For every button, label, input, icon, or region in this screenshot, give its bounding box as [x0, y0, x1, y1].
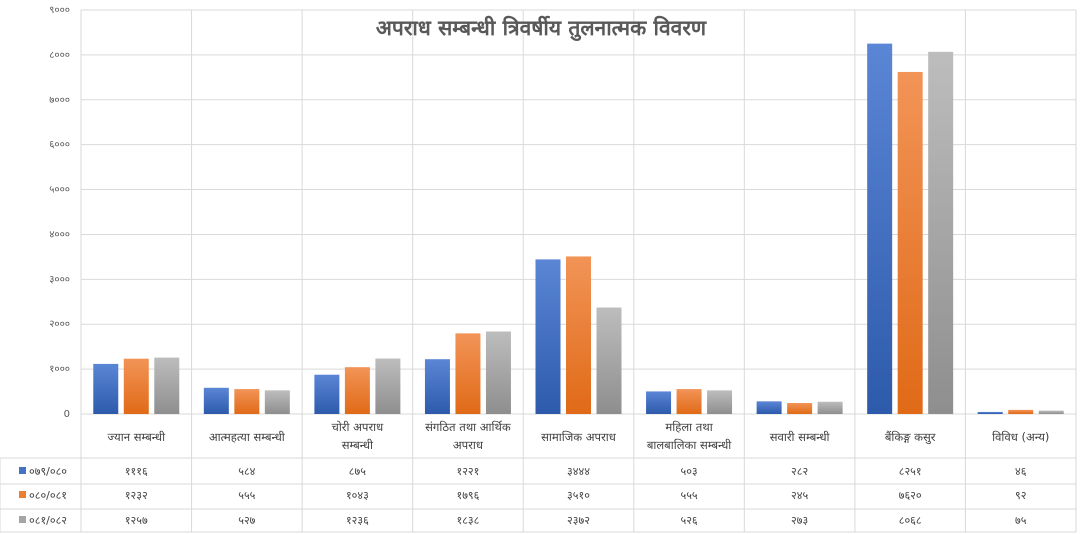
- data-label: २७३: [791, 514, 808, 527]
- y-tick-label: ६०००: [49, 140, 70, 151]
- bar: [1038, 410, 1064, 414]
- bar: [596, 307, 622, 414]
- data-label: ५५५: [680, 489, 697, 502]
- data-label: १२३२: [125, 489, 148, 502]
- y-tick-label: १०००: [49, 364, 70, 375]
- category-label: आत्महत्या सम्बन्धी: [209, 430, 286, 444]
- data-label: ५२६: [680, 514, 697, 527]
- legend-label: ०८०/०८१: [29, 489, 67, 502]
- data-label: १२२१: [456, 465, 479, 478]
- data-label: २३७२: [567, 514, 590, 527]
- bar: [1008, 409, 1034, 414]
- bar: [897, 71, 923, 415]
- y-tick-label: २०००: [49, 319, 70, 330]
- bar: [485, 331, 511, 414]
- category-label: ज्यान सम्बन्धी: [107, 430, 166, 444]
- legend-swatch: [19, 516, 26, 523]
- category-label: चोरी अपराध: [332, 420, 385, 434]
- bars-layer: [93, 43, 1064, 415]
- y-tick-label: 0: [64, 409, 70, 420]
- category-label: सामाजिक अपराध: [541, 430, 617, 444]
- bar: [314, 374, 340, 414]
- category-label: बैंकिङ्ग कसुर: [885, 430, 936, 445]
- category-label: संगठित तथा आर्थिक: [425, 420, 511, 434]
- category-label: महिला तथा: [665, 420, 713, 434]
- category-label: विविध (अन्य): [992, 430, 1049, 444]
- bar: [234, 389, 260, 414]
- data-label: २८२: [791, 465, 808, 478]
- y-tick-label: ९०००: [49, 5, 70, 16]
- data-label: १११६: [125, 465, 148, 478]
- bar: [928, 51, 954, 414]
- data-label: ५५५: [238, 489, 255, 502]
- legend-label: ०८१/०८२: [29, 514, 67, 527]
- bar: [756, 401, 782, 414]
- bar: [867, 43, 893, 415]
- bar: [123, 358, 149, 414]
- data-label: १०४३: [346, 489, 369, 502]
- y-axis: 0 १००० २००० ३००० ४००० ५००० ६००० ७००० ८००० ९०००: [49, 5, 70, 420]
- bar: [203, 387, 229, 414]
- data-label: १२३६: [346, 514, 369, 527]
- legend-swatch: [19, 491, 26, 498]
- data-label: ८७५: [349, 465, 366, 478]
- y-tick-label: ४०००: [49, 229, 70, 240]
- bar: [535, 259, 561, 414]
- category-label: अपराध: [453, 438, 484, 452]
- y-tick-label: ५०००: [49, 185, 70, 196]
- y-tick-label: ३०००: [49, 274, 70, 285]
- data-label: ४६: [1015, 465, 1027, 478]
- bar: [817, 401, 843, 414]
- bar: [676, 389, 702, 414]
- data-label: ३४४४: [567, 465, 590, 478]
- category-label: सम्बन्धी: [342, 438, 374, 452]
- data-label: १२५७: [125, 514, 148, 527]
- data-table: ज्यान सम्बन्धी आत्महत्या सम्बन्धी चोरी अपर…: [0, 420, 1076, 533]
- data-label: १८३८: [456, 514, 479, 527]
- data-label: ३५१०: [567, 489, 590, 502]
- data-label: ५०३: [680, 465, 697, 478]
- bar: [566, 256, 591, 414]
- bar: [455, 333, 481, 414]
- bar: [264, 390, 290, 414]
- legend-label: ०७९/०८०: [29, 465, 67, 478]
- y-tick-label: ७०००: [49, 95, 70, 106]
- bar: [424, 359, 450, 414]
- category-label: बालबालिका सम्बन्धी: [647, 438, 732, 452]
- data-label: ८०६८: [899, 514, 922, 527]
- chart-title: अपराध सम्बन्धी त्रिवर्षीय तुलनात्मक विवर…: [376, 15, 707, 42]
- bar: [646, 391, 672, 414]
- data-label: ८२५१: [899, 465, 922, 478]
- category-label: सवारी सम्बन्धी: [770, 430, 831, 444]
- data-label: ७५: [1015, 514, 1027, 527]
- legend-swatch: [19, 467, 26, 474]
- data-label: ५२७: [238, 514, 255, 527]
- bar: [344, 367, 370, 414]
- y-tick-label: ८०००: [49, 50, 70, 61]
- data-label: ७६२०: [899, 489, 922, 502]
- gridlines: [80, 9, 1077, 532]
- data-label: २४५: [791, 489, 808, 502]
- data-label: १७९६: [456, 489, 479, 502]
- bar: [977, 411, 1003, 414]
- bar: [375, 358, 401, 414]
- bar: [707, 390, 733, 414]
- bar: [787, 403, 813, 414]
- data-label: ९२: [1015, 489, 1026, 502]
- data-label: ५८४: [238, 465, 255, 478]
- bar: [93, 363, 119, 414]
- bar: [154, 357, 180, 414]
